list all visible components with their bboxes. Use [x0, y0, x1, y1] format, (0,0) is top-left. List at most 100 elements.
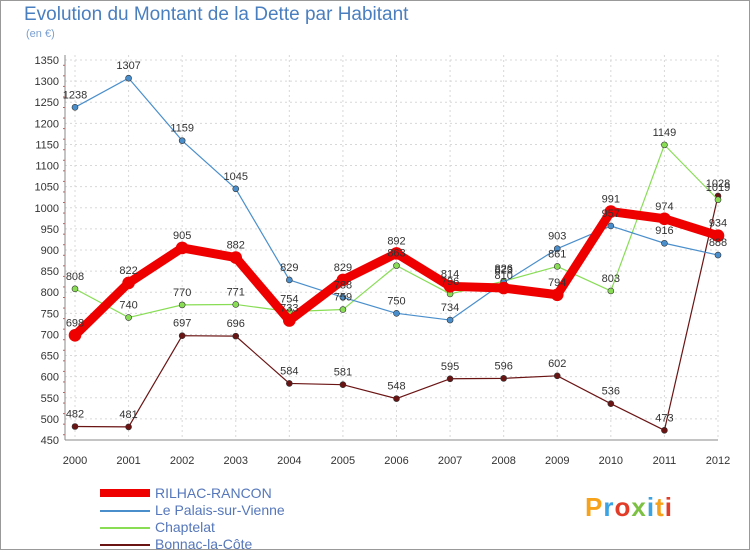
data-label: 754 [280, 294, 298, 306]
data-point [607, 222, 615, 230]
x-tick-label: 2011 [653, 455, 677, 467]
legend-label: RILHAC-RANCON [155, 485, 272, 501]
y-tick-label: 1300 [35, 76, 59, 88]
x-tick-label: 2007 [438, 455, 462, 467]
data-label: 991 [602, 194, 620, 206]
logo-letter: i [646, 492, 656, 522]
y-tick-label: 700 [41, 329, 59, 341]
data-point [71, 103, 79, 111]
data-label: 823 [494, 265, 512, 277]
y-tick-label: 650 [41, 351, 59, 363]
data-point [497, 281, 510, 295]
data-point [553, 263, 561, 270]
logo-letter: P [585, 492, 604, 522]
legend-swatch [100, 489, 150, 497]
data-point [283, 314, 296, 327]
data-label: 696 [227, 318, 245, 330]
y-tick-label: 1050 [35, 182, 59, 194]
data-label: 1159 [170, 123, 194, 135]
data-label: 803 [602, 273, 620, 285]
x-tick-label: 2003 [224, 455, 248, 467]
data-point [68, 328, 82, 342]
data-label: 759 [334, 292, 352, 304]
logo-letter: t [655, 492, 665, 522]
legend-swatch [100, 527, 150, 529]
data-point [390, 247, 403, 260]
data-label: 861 [548, 248, 566, 260]
data-point [122, 276, 135, 290]
data-label: 916 [655, 225, 673, 237]
data-point [500, 375, 507, 382]
data-label: 750 [387, 295, 405, 307]
data-point [658, 212, 671, 226]
data-point [336, 273, 350, 287]
data-label: 1238 [63, 89, 87, 101]
logo-letter: i [664, 492, 673, 522]
data-label: 888 [709, 237, 727, 249]
data-label: 808 [66, 271, 84, 283]
y-tick-label: 800 [41, 287, 59, 299]
data-label: 934 [709, 218, 727, 230]
logo-letter: r [603, 492, 615, 522]
data-label: 548 [387, 381, 405, 393]
x-tick-label: 2002 [170, 455, 194, 467]
data-point [553, 372, 561, 380]
data-point [178, 301, 186, 309]
data-label: 829 [280, 262, 298, 274]
data-label: 794 [548, 277, 566, 289]
legend-swatch [100, 510, 150, 512]
data-point [443, 280, 457, 293]
data-label: 734 [441, 302, 459, 314]
data-point [232, 185, 240, 193]
data-point [339, 293, 347, 301]
data-point [286, 276, 293, 284]
data-point [71, 285, 79, 293]
data-label: 770 [173, 287, 191, 299]
x-tick-label: 2012 [706, 455, 730, 467]
plot-area [65, 55, 718, 440]
data-label: 481 [119, 409, 137, 421]
data-point [393, 262, 400, 269]
data-label: 903 [548, 231, 566, 243]
x-tick-label: 2004 [277, 455, 301, 467]
data-label: 863 [387, 248, 405, 260]
data-label: 1019 [706, 182, 730, 194]
data-label: 482 [66, 408, 84, 420]
chart-subtitle: (en €) [26, 28, 55, 40]
data-point [661, 426, 668, 434]
data-point [550, 288, 564, 302]
data-label: 814 [441, 268, 459, 280]
legend-label: Bonnac-la-Côte [155, 536, 253, 552]
data-label: 957 [602, 208, 620, 220]
y-tick-label: 1350 [35, 55, 59, 67]
data-label: 697 [173, 318, 191, 330]
data-point [446, 375, 454, 383]
data-point [661, 239, 668, 247]
data-label: 1028 [706, 178, 730, 190]
data-point [232, 332, 240, 340]
x-tick-label: 2008 [491, 455, 515, 467]
data-point [125, 423, 132, 431]
data-point [339, 306, 347, 313]
x-tick-label: 2000 [63, 455, 87, 467]
x-tick-label: 2001 [116, 455, 140, 467]
data-label: 1307 [116, 60, 140, 72]
data-label: 602 [548, 358, 566, 370]
data-label: 882 [227, 240, 245, 252]
y-tick-label: 1100 [35, 161, 59, 173]
data-point [232, 301, 240, 308]
y-tick-label: 950 [41, 224, 59, 236]
data-point [714, 251, 722, 259]
data-label: 596 [494, 360, 512, 372]
x-tick-label: 2009 [545, 455, 569, 467]
logo-letter: o [614, 492, 632, 522]
data-point [446, 316, 454, 324]
y-tick-label: 1200 [35, 118, 59, 130]
data-label: 771 [227, 286, 245, 298]
data-label: 595 [441, 361, 459, 373]
y-tick-label: 1150 [35, 139, 59, 151]
data-label: 536 [602, 386, 620, 398]
data-label: 974 [655, 201, 673, 213]
data-label: 698 [66, 317, 84, 329]
